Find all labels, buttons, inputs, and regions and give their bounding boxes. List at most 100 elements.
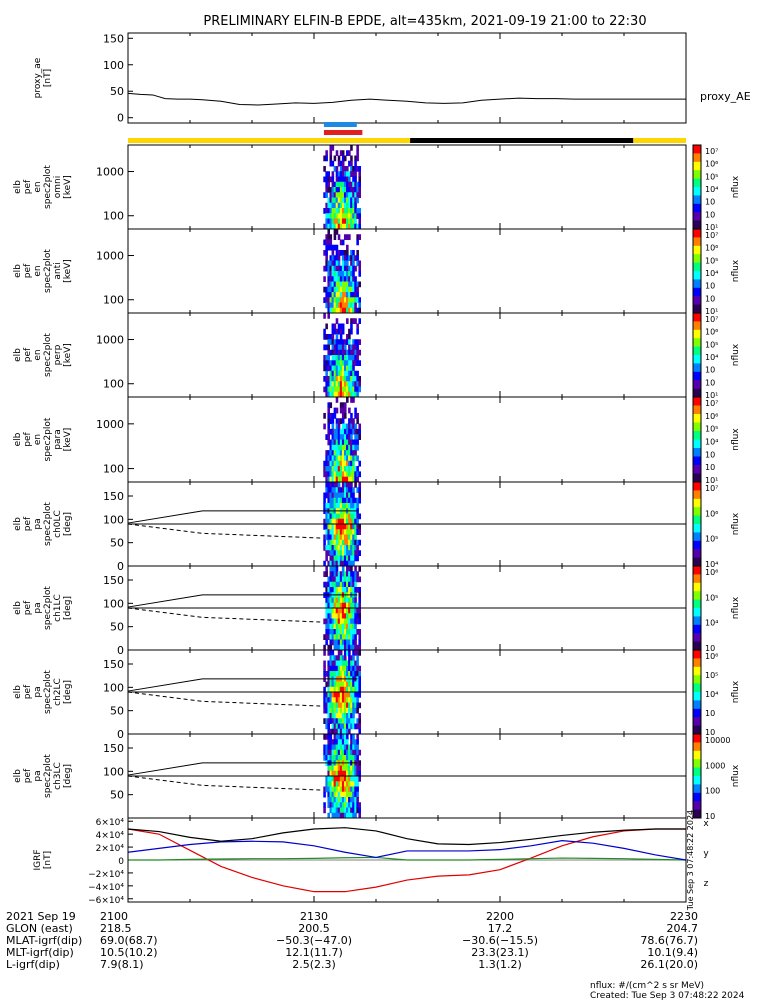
colorbar-swatch	[693, 153, 701, 162]
colorbar-swatch	[693, 583, 701, 592]
ylabel-ch2LC-2: pa	[33, 686, 43, 697]
heatmap-cell	[358, 808, 361, 814]
ytick-label-ch2LC: 150	[103, 658, 124, 671]
colorbar-swatch	[693, 229, 701, 238]
heatmap-cell	[356, 345, 359, 351]
heatmap-cell	[356, 413, 359, 419]
heatmap-cell	[354, 450, 357, 456]
heatmap-cell	[336, 408, 339, 414]
heatmap-cell	[340, 650, 343, 656]
ylabel-para-2: en	[33, 434, 43, 445]
ylabel-para-5: [keV]	[63, 428, 73, 452]
heatmap-cell	[354, 203, 357, 209]
colorbar-tick: 10⁷	[705, 484, 718, 493]
heatmap-cell	[327, 171, 330, 177]
colorbar-swatch	[693, 616, 701, 625]
heatmap-cell	[332, 171, 335, 177]
ytick-label-bfield: 0	[118, 857, 124, 867]
ytick-label-perp: 100	[103, 378, 124, 391]
ylabel-ch1LC-0: elb	[13, 601, 23, 615]
ytick-label-omni: 1000	[96, 166, 124, 179]
heatmap-cell	[352, 271, 355, 277]
heatmap-cell	[356, 198, 359, 204]
heatmap-cell	[358, 303, 361, 309]
heatmap-cell	[323, 661, 326, 667]
colorbar-swatch	[693, 330, 701, 339]
colorbar-tick: 10⁳	[705, 366, 715, 375]
ylabel-ch1LC-1: pef	[23, 600, 33, 615]
colorbar-tick: 10⁶	[705, 160, 718, 169]
loss-cone-upper-ch2LC	[128, 679, 357, 691]
colorbar-tick: 10⁴	[705, 690, 718, 699]
colorbar-label: nflux	[731, 343, 741, 366]
colorbar-swatch	[693, 726, 701, 735]
heatmap-cell	[336, 229, 339, 235]
heatmap-cell	[354, 161, 357, 167]
colorbar-tick: 10⁳	[705, 198, 715, 207]
heatmap-cell	[323, 276, 326, 282]
ytick-label-ch1LC: 150	[103, 574, 124, 587]
colorbar-swatch	[693, 658, 701, 667]
heatmap-cell	[334, 413, 337, 419]
orbit-row-value-4-0: 7.9(8.1)	[100, 958, 144, 971]
heatmap-cell	[323, 808, 326, 814]
heatmap-cell	[348, 234, 351, 240]
figure-title: PRELIMINARY ELFIN-B EPDE, alt=435km, 202…	[203, 14, 646, 29]
heatmap-cell	[354, 219, 357, 225]
heatmap-cell	[358, 540, 361, 546]
loss-cone-lower-ch1LC	[128, 608, 320, 622]
heatmap-cell	[334, 156, 337, 162]
colorbar-swatch	[693, 389, 701, 398]
bfield-timestamp: Tue Sep 3 07:48:22 2024	[686, 810, 695, 911]
heatmap-cell	[358, 802, 361, 808]
heatmap-cell	[358, 666, 361, 672]
colorbar-tick: 10000	[705, 736, 730, 745]
heatmap-cell	[327, 355, 330, 361]
colorbar-swatch	[693, 440, 701, 449]
heatmap-cell	[350, 324, 353, 330]
colorbar-swatch	[693, 187, 701, 196]
heatmap-cell	[338, 482, 341, 488]
colorbar-swatch	[693, 499, 701, 508]
colorbar-swatch	[693, 355, 701, 364]
colorbar-swatch	[693, 313, 701, 322]
heatmap-cell	[344, 408, 347, 414]
heatmap-cell	[358, 634, 361, 640]
heatmap-cell	[356, 156, 359, 162]
heatmap-cell	[336, 166, 339, 172]
colorbar-swatch	[693, 162, 701, 171]
ylabel-bfield-0: IGRF	[33, 849, 43, 870]
heatmap-cell	[356, 739, 359, 745]
heatmap-cell	[352, 397, 355, 403]
colorbar-tick: 10⁴	[705, 619, 718, 628]
colorbar-tick: 100	[705, 787, 720, 796]
heatmap-cell	[354, 424, 357, 430]
heatmap-cell	[358, 213, 361, 219]
ylabel-perp-5: [keV]	[63, 343, 73, 367]
heatmap-cell	[323, 498, 326, 504]
ylabel-ch1LC-3: spec2plot	[43, 586, 53, 630]
heatmap-cell	[327, 434, 330, 440]
colorbar-swatch	[693, 574, 701, 583]
heatmap-cell	[332, 418, 335, 424]
ylabel-anti-3: spec2plot	[43, 249, 53, 293]
heatmap-cell	[356, 661, 359, 667]
ylabel-perp-4: perp	[53, 344, 63, 365]
colorbar-swatch	[693, 372, 701, 381]
heatmap-cell	[356, 571, 359, 577]
heatmap-cell	[323, 650, 326, 656]
heatmap-cell	[354, 303, 357, 309]
heatmap-cell	[342, 566, 345, 572]
heatmap-cell	[358, 271, 361, 277]
heatmap-cell	[358, 650, 361, 656]
colorbar-swatch	[693, 296, 701, 305]
colorbar-swatch	[693, 380, 701, 389]
ylabel-ch2LC-1: pef	[23, 684, 33, 699]
colorbar-tick: 10⁵	[705, 535, 718, 544]
heatmap-cell	[325, 150, 328, 156]
heatmap-cell	[336, 318, 339, 324]
heatmap-cell	[358, 766, 361, 772]
heatmap-cell	[330, 234, 333, 240]
ylabel-anti-4: anti	[53, 262, 63, 279]
heatmap-cell	[358, 524, 361, 530]
